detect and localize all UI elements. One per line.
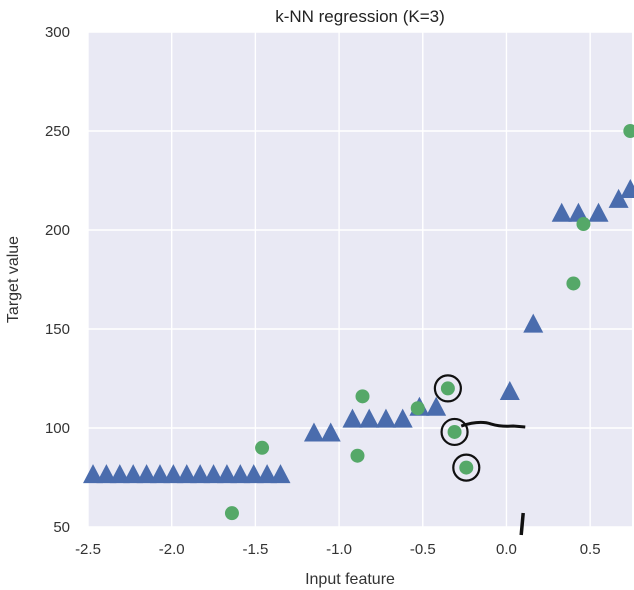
prediction-triangle [270, 464, 291, 484]
training-point [447, 424, 462, 439]
chart-title: k-NN regression (K=3) [275, 7, 445, 26]
x-tick-label: -1.5 [242, 541, 268, 558]
y-tick-label: 100 [45, 420, 70, 437]
x-tick-label: -1.0 [326, 541, 352, 558]
x-tick-label: -0.5 [410, 541, 436, 558]
prediction-triangle [426, 396, 447, 416]
x-tick-label: 0.5 [580, 541, 601, 558]
x-tick-label: -2.0 [159, 541, 185, 558]
prediction-triangle [392, 408, 413, 428]
hand-drawn-circle [452, 453, 481, 482]
hand-drawn-circle [440, 417, 469, 447]
prediction-triangle [216, 464, 237, 484]
training-point [566, 276, 581, 291]
y-axis-title: Target value [5, 236, 22, 323]
training-point [459, 460, 474, 475]
prediction-triangle [176, 464, 197, 484]
y-tick-label: 200 [45, 222, 70, 239]
prediction-triangle [568, 202, 589, 222]
prediction-triangle [342, 408, 363, 428]
prediction-triangle [303, 422, 324, 442]
training-point [255, 440, 270, 455]
x-axis-title: Input feature [305, 571, 395, 588]
hand-drawn-annotations [433, 374, 526, 536]
hand-drawn-scribble [519, 512, 525, 536]
prediction-triangle [257, 464, 278, 484]
prediction-triangle [83, 464, 104, 484]
prediction-triangle [588, 202, 609, 222]
training-point [350, 448, 365, 463]
prediction-triangle [123, 464, 144, 484]
prediction-triangle [551, 202, 572, 222]
prediction-triangle [608, 188, 629, 208]
prediction-triangle [243, 464, 264, 484]
training-point [576, 217, 591, 232]
data-points [83, 124, 634, 521]
prediction-triangle [375, 408, 396, 428]
training-point [440, 381, 455, 396]
prediction-triangle [109, 464, 130, 484]
prediction-triangle [359, 408, 380, 428]
y-tick-label: 150 [45, 321, 70, 338]
hand-drawn-scribble [460, 420, 526, 429]
prediction-triangle [620, 179, 634, 198]
training-point [410, 401, 425, 416]
prediction-triangle [163, 464, 184, 484]
x-tick-label: 0.0 [496, 541, 517, 558]
grid-lines [87, 31, 632, 528]
y-tick-label: 50 [53, 519, 70, 536]
training-point [623, 124, 634, 138]
prediction-triangle [320, 422, 341, 442]
training-point [224, 506, 239, 521]
prediction-triangle [523, 313, 544, 333]
y-tick-label: 300 [45, 24, 70, 41]
prediction-triangle [149, 464, 170, 484]
prediction-triangle [203, 464, 224, 484]
hand-drawn-circle [433, 374, 462, 403]
prediction-triangle [96, 464, 117, 484]
prediction-triangle [136, 464, 157, 484]
prediction-triangle [190, 464, 211, 484]
training-point [355, 389, 370, 404]
plot-background [88, 32, 632, 527]
tick-labels: -2.5 -2.0 -1.5 -1.0 -0.5 0.0 0.5 50 100 150 200 250… [45, 24, 601, 558]
prediction-triangle [230, 464, 251, 484]
prediction-triangle [499, 380, 520, 400]
y-tick-label: 250 [45, 123, 70, 140]
x-tick-label: -2.5 [75, 541, 101, 558]
